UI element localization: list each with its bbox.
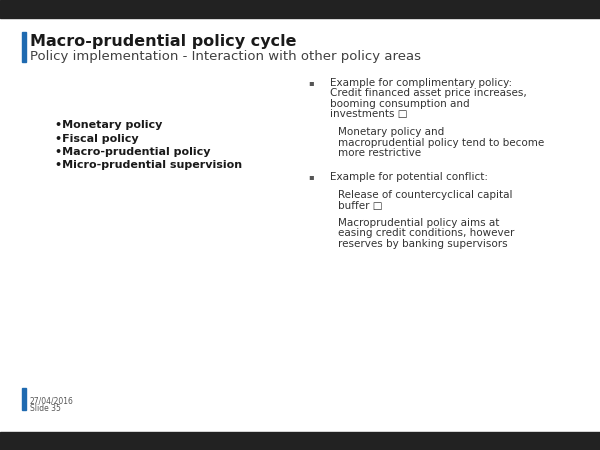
- Bar: [22, 388, 25, 410]
- Bar: [22, 32, 25, 62]
- Bar: [0, 432, 600, 450]
- Text: ▪: ▪: [308, 172, 314, 181]
- Text: booming consumption and: booming consumption and: [330, 99, 470, 109]
- Text: reserves by banking supervisors: reserves by banking supervisors: [338, 239, 508, 249]
- Text: Example for potential conflict:: Example for potential conflict:: [330, 172, 488, 183]
- Text: buffer □: buffer □: [338, 201, 383, 211]
- Text: Release of countercyclical capital: Release of countercyclical capital: [338, 190, 512, 200]
- Bar: [0, 0, 600, 18]
- Text: 27/04/2016: 27/04/2016: [30, 396, 74, 405]
- Text: Slide 35: Slide 35: [30, 404, 61, 413]
- Text: Example for complimentary policy:: Example for complimentary policy:: [330, 78, 512, 88]
- Text: easing credit conditions, however: easing credit conditions, however: [338, 229, 514, 238]
- Text: Macro-prudential policy cycle: Macro-prudential policy cycle: [30, 34, 296, 49]
- Text: Policy implementation - Interaction with other policy areas: Policy implementation - Interaction with…: [30, 50, 421, 63]
- Text: •Micro-prudential supervision: •Micro-prudential supervision: [55, 161, 242, 171]
- Text: Credit financed asset price increases,: Credit financed asset price increases,: [330, 89, 527, 99]
- Text: •Monetary policy: •Monetary policy: [55, 120, 163, 130]
- Text: •Macro-prudential policy: •Macro-prudential policy: [55, 147, 211, 157]
- Text: ▪: ▪: [308, 78, 314, 87]
- Text: more restrictive: more restrictive: [338, 148, 421, 158]
- Text: Monetary policy and: Monetary policy and: [338, 127, 444, 137]
- Text: macroprudential policy tend to become: macroprudential policy tend to become: [338, 138, 544, 148]
- Text: investments □: investments □: [330, 109, 407, 120]
- Text: •Fiscal policy: •Fiscal policy: [55, 134, 139, 144]
- Text: Macroprudential policy aims at: Macroprudential policy aims at: [338, 218, 499, 228]
